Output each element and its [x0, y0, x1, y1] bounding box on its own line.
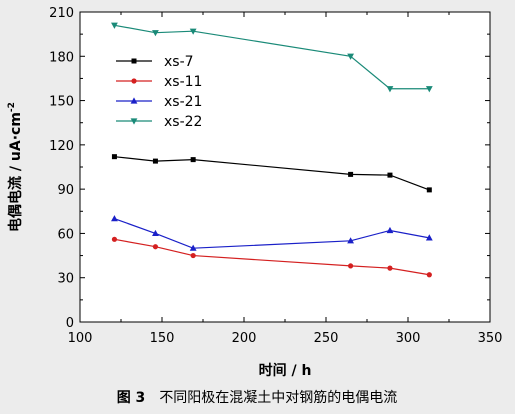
y-axis-label: 电偶电流 / uA·cm-2 — [7, 102, 24, 232]
series-xs-11 — [111, 236, 432, 278]
legend-label: xs-11 — [164, 74, 202, 90]
x-tick-label: 350 — [478, 331, 503, 346]
data-point — [348, 171, 354, 177]
data-point — [152, 244, 159, 250]
data-point — [348, 263, 354, 269]
data-point — [152, 158, 158, 164]
x-axis-label: 时间 / h — [259, 362, 312, 379]
data-point — [152, 229, 159, 237]
legend-marker — [130, 97, 138, 104]
y-axis-label-superscript: -2 — [7, 102, 17, 112]
y-tick-label: 90 — [57, 183, 74, 198]
series-line — [114, 156, 430, 191]
legend-marker — [131, 78, 137, 84]
data-point — [386, 86, 394, 93]
y-tick-label: 60 — [57, 227, 74, 242]
data-point — [426, 272, 432, 278]
series-line — [114, 238, 430, 276]
y-tick-label: 30 — [57, 272, 74, 287]
legend-marker — [130, 118, 138, 125]
legend-item: xs-7 — [116, 54, 194, 70]
legend: xs-7 xs-11 xs-21 xs-22 — [116, 54, 202, 130]
y-tick-label: 180 — [49, 50, 74, 65]
series-xs-7 — [111, 154, 432, 193]
data-point — [347, 237, 354, 244]
data-point — [111, 236, 118, 242]
y-axis-label-group: 电偶电流 / uA·cm-2 — [7, 102, 24, 232]
figure-caption: 图 3 不同阳极在混凝土中对钢筋的电偶电流 — [117, 389, 398, 406]
data-point — [347, 53, 354, 60]
series-line — [114, 218, 430, 249]
y-tick-label: 210 — [49, 6, 74, 21]
axes-layer: 100 150 200 250 300 350 0 30 60 90 120 150 180 210 — [49, 6, 502, 346]
x-tick-label: 300 — [396, 331, 421, 346]
series-layer — [111, 22, 433, 278]
data-point — [189, 244, 197, 251]
y-axis-label-text: 电偶电流 / uA·cm — [7, 112, 24, 232]
x-tick-label: 100 — [68, 331, 93, 346]
y-tick-label: 120 — [49, 139, 74, 154]
legend-label: xs-21 — [164, 94, 202, 110]
data-point — [425, 86, 433, 93]
y-tick-label: 150 — [49, 95, 74, 110]
data-point — [386, 226, 394, 234]
legend-label: xs-22 — [164, 114, 202, 130]
data-point — [387, 172, 393, 178]
data-point — [111, 215, 118, 222]
data-point — [190, 157, 196, 163]
x-tick-label: 150 — [150, 331, 175, 346]
data-point — [426, 187, 432, 193]
x-tick-label: 200 — [232, 331, 257, 346]
data-point — [190, 252, 196, 259]
legend-item: xs-21 — [116, 94, 202, 110]
series-xs-22 — [111, 22, 433, 93]
plot-area — [80, 12, 490, 322]
legend-item: xs-11 — [116, 74, 202, 90]
legend-label: xs-7 — [164, 54, 194, 70]
x-tick-label: 250 — [314, 331, 339, 346]
data-point — [111, 154, 117, 160]
data-point — [111, 22, 118, 29]
series-line — [114, 24, 430, 90]
y-tick-label: 0 — [66, 316, 74, 331]
data-point — [152, 30, 159, 37]
data-point — [425, 234, 433, 241]
series-xs-21 — [111, 215, 433, 251]
legend-item: xs-22 — [116, 114, 202, 130]
data-point — [387, 265, 393, 271]
data-point — [189, 28, 197, 35]
legend-marker — [131, 58, 137, 64]
caption-text: 不同阳极在混凝土中对钢筋的电偶电流 — [159, 389, 397, 406]
caption-label: 图 3 — [117, 390, 146, 406]
